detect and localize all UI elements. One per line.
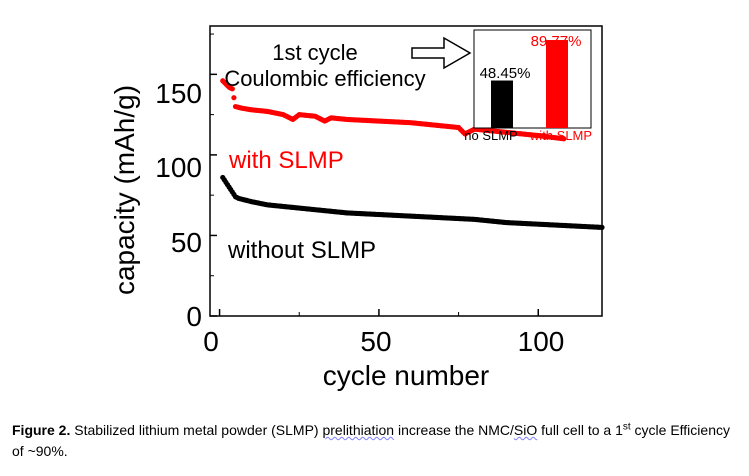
y-tick-label: 100 (155, 152, 202, 183)
arrow-icon (411, 36, 472, 70)
caption-superscript: st (622, 421, 631, 433)
inset-bars (491, 40, 568, 128)
y-tick-label: 150 (155, 78, 202, 109)
efficiency-inset-chart: 48.45% 89.77% no SLMP with SLMP (464, 29, 592, 143)
x-tick-label: 100 (518, 326, 565, 357)
annotation-first-cycle: 1st cycle (272, 40, 358, 65)
data-point (599, 224, 605, 230)
plot-frame (209, 25, 603, 317)
inset-bar (546, 40, 568, 128)
x-axis-label: cycle number (323, 360, 490, 391)
capacity-chart: 0 50 100 150 0 50 100 cycle number capac… (109, 25, 605, 391)
caption-spellcheck-word: prelithiation (322, 422, 395, 438)
inset-value-label: 48.45% (480, 65, 531, 82)
inset-category-label: no SLMP (464, 128, 517, 143)
y-tick-label: 50 (171, 227, 202, 258)
without-slmp-series (220, 174, 605, 230)
with-slmp-series (220, 78, 567, 142)
x-tick-label: 0 (203, 326, 219, 357)
x-tick-label: 50 (360, 326, 391, 357)
figure: 0 50 100 150 0 50 100 cycle number capac… (109, 25, 605, 391)
caption-text: increase the NMC/ (394, 422, 514, 438)
annotation-without-slmp: without SLMP (227, 237, 376, 264)
y-tick-label: 0 (186, 301, 202, 332)
figure-caption: Figure 2. Stabilized lithium metal powde… (12, 420, 742, 462)
caption-text: full cell to a 1 (537, 422, 623, 438)
inset-category-label: with SLMP (529, 128, 592, 143)
annotation-coulombic-efficiency: Coulombic efficiency (224, 66, 425, 91)
data-point (229, 86, 235, 92)
inset-bar (491, 80, 513, 128)
caption-text: cycle Efficiency of ~90%. (12, 422, 730, 459)
annotation-with-slmp: with SLMP (228, 147, 344, 174)
caption-text: Stabilized lithium metal powder (SLMP) (70, 422, 323, 438)
data-point (561, 136, 567, 142)
inset-value-label: 89.77% (531, 33, 582, 50)
caption-spellcheck-word: SiO (513, 422, 538, 438)
data-point (231, 95, 237, 101)
tick-labels: 0 50 100 150 0 50 100 (155, 78, 564, 357)
caption-label: Figure 2. (12, 422, 71, 438)
y-axis-label: capacity (mAh/g) (109, 85, 140, 295)
axis-ticks (210, 33, 540, 317)
